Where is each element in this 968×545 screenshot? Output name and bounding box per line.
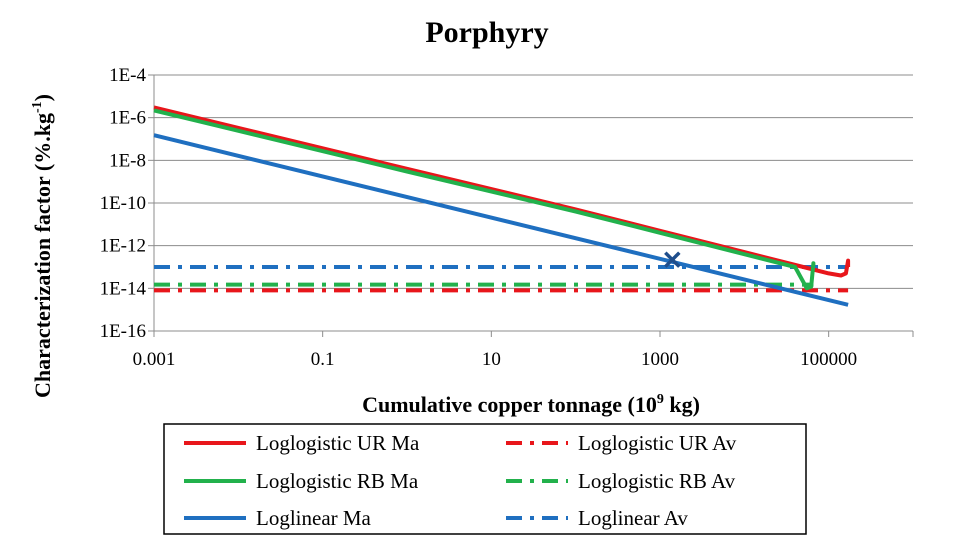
y-tick-label-4: 1E-8	[109, 150, 146, 171]
series-line-4	[153, 133, 849, 307]
legend-label-0: Loglogistic UR Ma	[256, 431, 420, 455]
y-axis-ticks: 1E-16 1E-14 1E-12 1E-10 1E-8 1E-6 1E-4	[100, 65, 154, 342]
x-tick-label-4: 100000	[800, 349, 857, 370]
legend-box	[163, 423, 807, 535]
x-axis-ticks: 0.001 0.1 10 1000 100000	[133, 331, 914, 370]
y-tick-label-3: 1E-10	[100, 193, 146, 214]
legend-label-3: Loglogistic RB Av	[578, 469, 736, 493]
series-layer	[153, 105, 851, 307]
marker-layer	[664, 251, 681, 268]
y-tick-label-1: 1E-14	[100, 278, 147, 299]
x-tick-label-3: 1000	[641, 349, 679, 370]
legend-label-5: Loglinear Av	[578, 506, 688, 530]
y-tick-label-0: 1E-16	[100, 321, 146, 342]
series-line-0	[153, 105, 851, 278]
annotation-marker-0	[664, 251, 681, 268]
x-axis-title: Cumulative copper tonnage (109 kg)	[362, 392, 700, 417]
legend-label-2: Loglogistic RB Ma	[256, 469, 419, 493]
series-line-2	[153, 108, 816, 291]
x-tick-label-0: 0.001	[133, 349, 176, 370]
legend: Loglogistic UR Ma Loglogistic UR Av Loglog…	[163, 423, 807, 535]
y-axis-title: Characterization factor (%.kg-1)	[30, 94, 55, 398]
legend-label-4: Loglinear Ma	[256, 506, 372, 530]
y-tick-label-2: 1E-12	[100, 236, 146, 257]
y-tick-label-6: 1E-4	[109, 65, 146, 86]
x-tick-label-1: 0.1	[311, 349, 335, 370]
chart-title: Porphyry	[425, 16, 548, 49]
legend-label-1: Loglogistic UR Av	[578, 431, 737, 455]
x-tick-label-2: 10	[482, 349, 501, 370]
marker-stroke-b	[664, 251, 681, 268]
y-tick-label-5: 1E-6	[109, 108, 146, 129]
grid-lines	[154, 74, 913, 332]
